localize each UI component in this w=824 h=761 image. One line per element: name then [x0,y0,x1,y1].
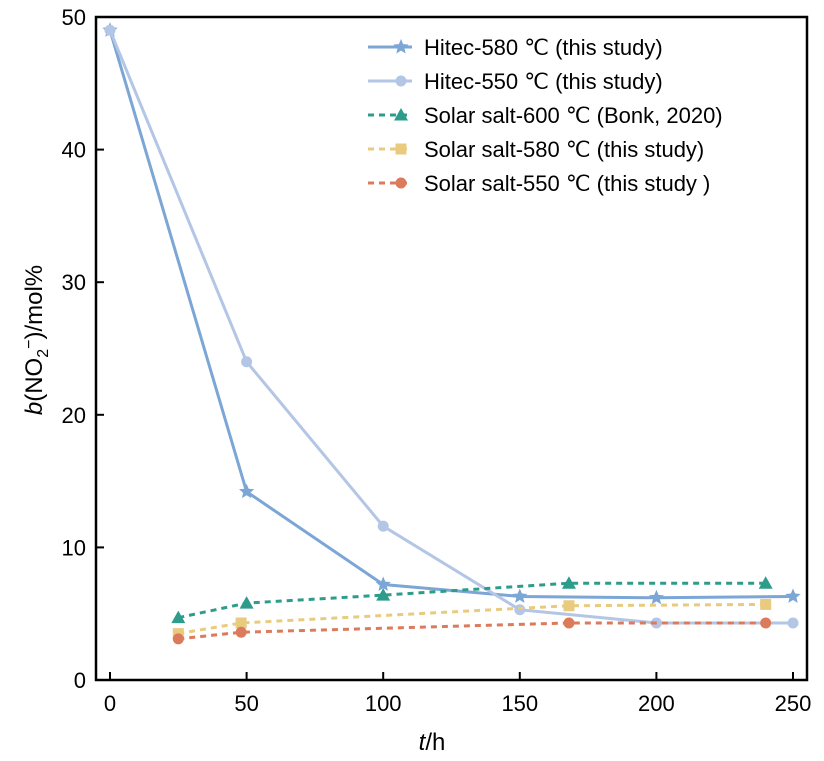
data-point [760,617,772,629]
x-tick-label: 0 [104,691,116,716]
y-tick-label: 20 [62,403,86,428]
x-tick-label: 250 [775,691,812,716]
series-layer [102,22,801,645]
data-point [239,596,254,609]
x-tick-label: 150 [501,691,538,716]
legend-marker [393,39,409,54]
x-tick-label: 100 [365,691,402,716]
data-point [648,589,665,605]
legend-item: Solar salt-550 ℃ (this study ) [368,171,710,196]
series-4 [172,598,772,640]
legend-label: Solar salt-600 ℃ (Bonk, 2020) [424,103,723,128]
y-tick-label: 0 [74,668,86,693]
data-point [172,633,184,645]
legend-item: Solar salt-600 ℃ (Bonk, 2020) [368,103,723,128]
data-point [375,576,391,591]
series-line [178,602,766,636]
axis-ticks: 0 50 100 150 200 250 0 10 20 30 40 50 [62,5,812,716]
legend-label: Solar salt-580 ℃ (this study) [424,137,704,162]
data-point [758,576,773,589]
series-5 [172,617,772,645]
data-point [171,610,186,624]
data-point [238,483,255,499]
legend-item: Solar salt-580 ℃ (this study) [368,137,704,162]
data-point [235,617,247,629]
y-axis-title: b(NO2−)/mol% [21,265,52,415]
data-point [760,598,772,610]
plot-frame [94,15,809,682]
series-line [177,581,766,620]
y-tick-label: 40 [62,138,86,163]
legend-item: Hitec-580 ℃ (this study) [368,35,663,60]
data-point [376,588,391,601]
data-point [563,600,575,612]
legend-label: Solar salt-550 ℃ (this study ) [424,171,710,196]
y-tick-label: 10 [62,535,86,560]
data-point [377,520,389,532]
series-line [178,621,766,641]
data-point [563,617,575,629]
legend-marker [395,143,407,155]
data-point [561,576,576,589]
y-tick-label: 50 [62,5,86,30]
x-axis-title: t/h [419,729,446,756]
y-tick-label: 30 [62,270,86,295]
legend-marker [395,177,407,189]
data-point [241,356,253,368]
data-point [235,626,247,638]
x-tick-label: 200 [638,691,675,716]
data-point [787,617,799,629]
legend-item: Hitec-550 ℃ (this study) [368,69,663,94]
x-tick-label: 50 [234,691,258,716]
data-point [512,588,528,603]
legend-label: Hitec-550 ℃ (this study) [424,69,663,94]
legend-marker [394,108,408,121]
legend: Hitec-580 ℃ (this study) Hitec-550 ℃ (thi… [368,35,723,196]
legend-label: Hitec-580 ℃ (this study) [424,35,663,60]
legend-marker [395,75,407,87]
series-line [108,29,793,625]
series-3 [171,576,773,624]
data-point [104,24,116,36]
data-point [785,588,801,603]
